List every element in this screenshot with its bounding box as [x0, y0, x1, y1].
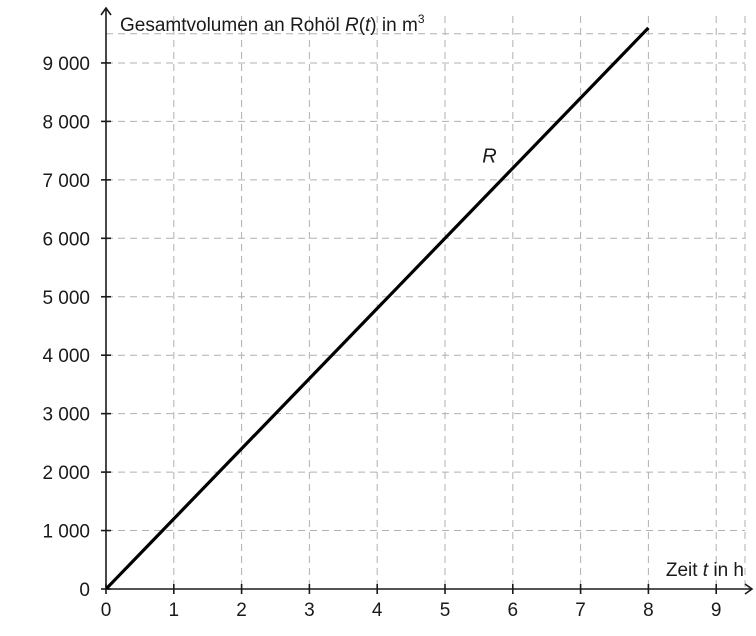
y-axis-label-prefix: Gesamtvolumen an Rohöl: [120, 15, 345, 36]
x-tick-label: 3: [304, 600, 315, 621]
y-tick-label: 0: [79, 580, 90, 601]
y-tick-label: 2 000: [42, 463, 90, 484]
x-axis-label-var: t: [703, 560, 709, 581]
curve-label: R: [482, 145, 496, 167]
y-axis-label-var: t: [365, 15, 371, 36]
x-tick-label: 9: [711, 600, 722, 621]
y-axis-label-func: R: [345, 15, 359, 36]
x-tick-label: 1: [169, 600, 180, 621]
x-axis-label-suffix: in h: [708, 560, 744, 581]
x-tick-label: 8: [643, 600, 654, 621]
y-tick-label: 7 000: [42, 171, 90, 192]
x-axis-label-prefix: Zeit: [666, 560, 703, 581]
gridlines: [106, 16, 746, 589]
y-tick-label: 1 000: [42, 522, 90, 543]
y-tick-label: 5 000: [42, 288, 90, 309]
x-axis-arrow: [744, 583, 754, 595]
y-axis-arrow: [100, 6, 112, 16]
y-tick-label: 6 000: [42, 229, 90, 250]
series-line-R: [106, 26, 650, 589]
y-tick-label: 4 000: [42, 346, 90, 367]
x-tick-label: 7: [575, 600, 586, 621]
y-axis-label-sup: 3: [418, 12, 425, 26]
x-tick-label: 0: [101, 600, 112, 621]
y-tick-label: 3 000: [42, 405, 90, 426]
x-tick-label: 2: [236, 600, 247, 621]
annotations: R: [482, 145, 496, 167]
y-axis-label-close: ): [370, 15, 376, 36]
x-axis-label: Zeit t in h: [666, 560, 744, 581]
series: [106, 26, 650, 589]
x-tick-label: 4: [372, 600, 383, 621]
y-axis-label: Gesamtvolumen an Rohöl R(t) in m3: [120, 12, 425, 36]
y-axis-label-suffix: in m: [377, 15, 418, 36]
y-tick-label: 9 000: [42, 54, 90, 75]
axes: [100, 6, 754, 595]
x-tick-label: 5: [440, 600, 451, 621]
y-ticks: 0 1 000 2 000 3 000 4 000 5 000 6 000 7 000 8 00…: [42, 54, 111, 601]
x-tick-label: 6: [508, 600, 519, 621]
x-ticks: 0 1 2 3 4 5 6 7 8 9: [101, 584, 722, 621]
y-axis-label-open: (: [359, 15, 366, 36]
y-tick-label: 8 000: [42, 112, 90, 133]
